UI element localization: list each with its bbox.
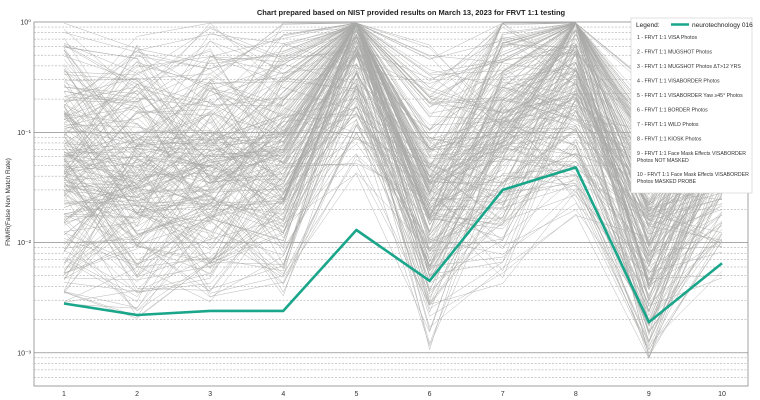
background-series-line <box>63 51 723 149</box>
background-series-line <box>63 123 723 309</box>
chart-title: Chart prepared based on NIST provided re… <box>257 8 566 17</box>
background-series-line <box>63 104 723 264</box>
background-series-line <box>63 41 723 147</box>
x-tick-label: 2 <box>135 391 139 398</box>
x-tick-label: 1 <box>62 391 66 398</box>
y-tick-label: 10⁰ <box>20 19 31 27</box>
background-series-line <box>63 22 723 190</box>
legend-entry: 3 - FRVT 1:1 MUGSHOT Photos ΔT>12 YRS <box>637 64 741 70</box>
background-series-line <box>63 84 723 345</box>
y-axis-label: FNMR(False Non Match Rate) <box>5 158 12 246</box>
series-line-neurotechnology <box>63 166 723 324</box>
background-series-line <box>63 22 723 205</box>
background-series-line <box>63 48 723 334</box>
legend-entry: 4 - FRVT 1:1 VISABORDER Photos <box>637 79 720 85</box>
background-series-line <box>63 22 723 193</box>
legend-title: Legend: <box>636 22 660 29</box>
background-series-line <box>63 22 723 146</box>
x-tick-label: 7 <box>501 391 505 398</box>
background-series-line <box>63 22 723 281</box>
background-series-line <box>63 28 723 323</box>
background-series-line <box>63 22 723 231</box>
y-tick-label: 10⁻¹ <box>17 130 31 137</box>
legend-entry: 8 - FRVT 1:1 KIOSK Photos <box>637 137 702 143</box>
background-series-line <box>63 119 723 347</box>
legend: Legend: neurotechnology 016 1 - FRVT 1:1… <box>630 17 753 194</box>
background-series-line <box>63 73 723 276</box>
legend-entry: Photos NOT MASKED <box>637 158 689 164</box>
background-series-line <box>63 22 723 216</box>
background-series-line <box>63 22 723 181</box>
background-series-line <box>63 46 723 187</box>
x-tick-label: 10 <box>718 391 726 398</box>
x-tick-label: 9 <box>647 391 651 398</box>
legend-entry: 10 - FRVT 1:1 Face Mask Effects VISABORD… <box>637 172 749 178</box>
x-tick-label: 5 <box>354 391 358 398</box>
x-tick-label: 4 <box>281 391 285 398</box>
x-tick-label: 6 <box>428 391 432 398</box>
x-tick-label: 3 <box>208 391 212 398</box>
background-series-line <box>63 22 723 245</box>
legend-entry: 7 - FRVT 1:1 WILD Photos <box>637 122 699 128</box>
background-series-line <box>63 88 723 255</box>
background-series-line <box>63 34 723 350</box>
background-series-line <box>63 22 723 239</box>
background-series-line <box>63 172 723 326</box>
background-series-line <box>63 81 723 319</box>
background-series-line <box>63 53 723 343</box>
legend-entry: 5 - FRVT 1:1 VISABORDER Yaw ≥45° Photos <box>637 93 743 99</box>
legend-entry: 6 - FRVT 1:1 BORDER Photos <box>637 108 708 114</box>
background-series-line <box>63 22 723 214</box>
legend-entry: Photos MASKED PROBE <box>637 179 697 185</box>
legend-series-name: neurotechnology 016 <box>692 22 753 29</box>
background-series-line <box>63 114 723 348</box>
background-series-line <box>63 22 723 291</box>
background-series-line <box>63 42 723 271</box>
background-series-line <box>63 78 723 333</box>
background-series-line <box>63 22 723 232</box>
background-series-line <box>63 22 723 195</box>
background-series-line <box>63 22 723 249</box>
background-series-line <box>63 77 723 325</box>
background-series-line <box>63 22 723 174</box>
background-series-line <box>63 22 723 273</box>
background-series-line <box>63 29 723 301</box>
y-tick-label: 10⁻³ <box>17 350 31 357</box>
background-series-line <box>63 22 723 188</box>
background-series-line <box>63 22 723 220</box>
y-tick-label: 10⁻² <box>17 240 31 247</box>
background-series-line <box>63 22 723 255</box>
background-series-line <box>63 90 723 293</box>
legend-entry: 2 - FRVT 1:1 MUGSHOT Photos <box>637 50 712 56</box>
background-series-line <box>63 97 723 311</box>
background-series-line <box>63 68 723 313</box>
background-series-line <box>63 22 723 136</box>
x-tick-label: 8 <box>574 391 578 398</box>
background-series-line <box>63 22 723 253</box>
background-series-line <box>63 22 723 213</box>
background-series-line <box>63 22 723 117</box>
background-series-line <box>63 24 723 247</box>
background-series-line <box>63 25 723 303</box>
background-series-line <box>63 102 723 360</box>
background-series-line <box>63 22 723 184</box>
background-series-line <box>63 22 723 127</box>
background-series-line <box>63 22 723 217</box>
plot-area: 1 2 3 4 5 6 7 8 9 10 10⁰ 10⁻¹ 10⁻² 10⁻³ <box>17 19 749 398</box>
background-series-line <box>63 53 723 211</box>
background-series-line <box>63 23 723 235</box>
background-series-line <box>63 22 723 184</box>
legend-entry: 9 - FRVT 1:1 Face Mask Effects VISABORDE… <box>637 151 746 157</box>
legend-entry: 1 - FRVT 1:1 VISA Photos <box>637 35 697 41</box>
background-series-line <box>63 22 723 286</box>
background-series-line <box>63 22 723 286</box>
background-series-line <box>63 50 723 295</box>
legend-box <box>630 17 753 194</box>
